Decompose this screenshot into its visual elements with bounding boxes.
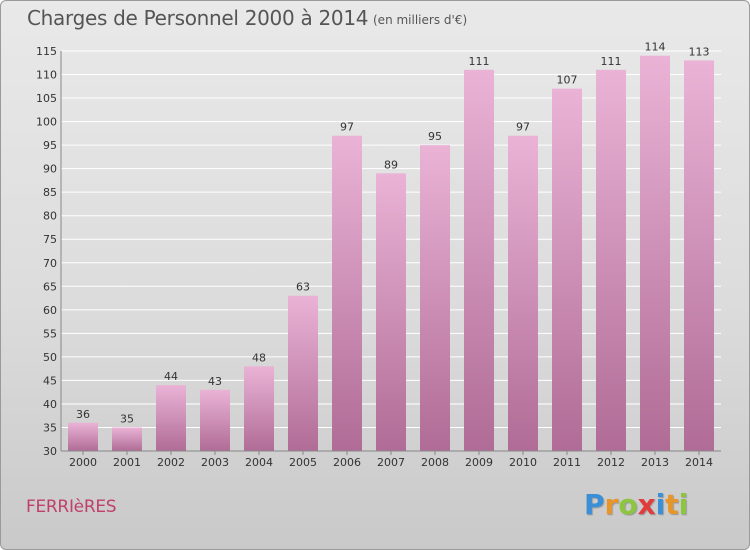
bar-2003 bbox=[200, 389, 230, 451]
chart-subtitle: (en milliers d'€) bbox=[373, 13, 468, 27]
y-tick-label: 105 bbox=[36, 92, 57, 105]
logo-letter: i bbox=[655, 488, 666, 521]
proxiti-logo: Proxiti bbox=[584, 488, 688, 521]
data-label-2013: 114 bbox=[645, 41, 666, 54]
data-label-2000: 36 bbox=[76, 408, 90, 421]
y-tick-label: 50 bbox=[43, 351, 57, 364]
y-tick-label: 90 bbox=[43, 163, 57, 176]
y-tick-label: 55 bbox=[43, 327, 57, 340]
y-tick-label: 70 bbox=[43, 257, 57, 270]
chart-title: Charges de Personnel 2000 à 2014 bbox=[27, 6, 369, 30]
x-tick-label-2009: 2009 bbox=[465, 456, 493, 469]
data-label-2011: 107 bbox=[557, 74, 578, 87]
y-tick-label: 30 bbox=[43, 445, 57, 458]
data-label-2003: 43 bbox=[208, 375, 222, 388]
bar-2008 bbox=[420, 145, 450, 451]
data-label-2010: 97 bbox=[516, 121, 530, 134]
x-tick-label-2012: 2012 bbox=[597, 456, 625, 469]
x-tick-label-2002: 2002 bbox=[157, 456, 185, 469]
x-tick-label-2011: 2011 bbox=[553, 456, 581, 469]
logo-letter: o bbox=[618, 488, 638, 521]
y-tick-label: 65 bbox=[43, 280, 57, 293]
bar-2000 bbox=[68, 422, 98, 451]
x-tick-label-2010: 2010 bbox=[509, 456, 537, 469]
bar-2014 bbox=[684, 60, 714, 451]
y-tick-label: 85 bbox=[43, 186, 57, 199]
bar-2004 bbox=[244, 366, 274, 451]
y-tick-label: 115 bbox=[36, 45, 57, 58]
data-label-2014: 113 bbox=[689, 45, 710, 58]
y-tick-label: 110 bbox=[36, 69, 57, 82]
bar-2011 bbox=[552, 88, 582, 451]
bar-2010 bbox=[508, 135, 538, 452]
data-label-2004: 48 bbox=[252, 351, 266, 364]
y-tick-label: 45 bbox=[43, 374, 57, 387]
bar-2005 bbox=[288, 295, 318, 451]
bar-2002 bbox=[156, 385, 186, 451]
y-tick-label: 35 bbox=[43, 421, 57, 434]
logo-letter: P bbox=[584, 488, 605, 521]
y-tick-label: 95 bbox=[43, 139, 57, 152]
bar-2012 bbox=[596, 69, 626, 451]
logo-letter: x bbox=[637, 488, 656, 521]
data-label-2009: 111 bbox=[469, 55, 490, 68]
x-tick-label-2014: 2014 bbox=[685, 456, 713, 469]
x-tick-label-2008: 2008 bbox=[421, 456, 449, 469]
x-tick-label-2004: 2004 bbox=[245, 456, 273, 469]
bar-2001 bbox=[112, 427, 142, 451]
x-tick-label-2007: 2007 bbox=[377, 456, 405, 469]
y-tick-label: 80 bbox=[43, 210, 57, 223]
data-label-2012: 111 bbox=[601, 55, 622, 68]
bar-2007 bbox=[376, 173, 406, 451]
place-name: FERRIèRES bbox=[26, 497, 117, 517]
x-tick-label-2000: 2000 bbox=[69, 456, 97, 469]
x-tick-label-2013: 2013 bbox=[641, 456, 669, 469]
y-tick-label: 40 bbox=[43, 398, 57, 411]
data-label-2002: 44 bbox=[164, 370, 178, 383]
x-tick-label-2003: 2003 bbox=[201, 456, 229, 469]
logo-letter: t bbox=[665, 488, 679, 521]
logo-letter: r bbox=[604, 488, 619, 521]
data-label-2005: 63 bbox=[296, 281, 310, 294]
x-tick-label-2006: 2006 bbox=[333, 456, 361, 469]
x-tick-label-2001: 2001 bbox=[113, 456, 141, 469]
bar-2006 bbox=[332, 135, 362, 452]
data-label-2001: 35 bbox=[120, 412, 134, 425]
bar-2009 bbox=[464, 69, 494, 451]
bar-2013 bbox=[640, 55, 670, 452]
x-tick-label-2005: 2005 bbox=[289, 456, 317, 469]
logo-letter: i bbox=[678, 488, 689, 521]
y-tick-label: 60 bbox=[43, 304, 57, 317]
data-label-2007: 89 bbox=[384, 158, 398, 171]
y-tick-label: 75 bbox=[43, 233, 57, 246]
data-label-2008: 95 bbox=[428, 130, 442, 143]
y-tick-label: 100 bbox=[36, 116, 57, 129]
data-label-2006: 97 bbox=[340, 121, 354, 134]
